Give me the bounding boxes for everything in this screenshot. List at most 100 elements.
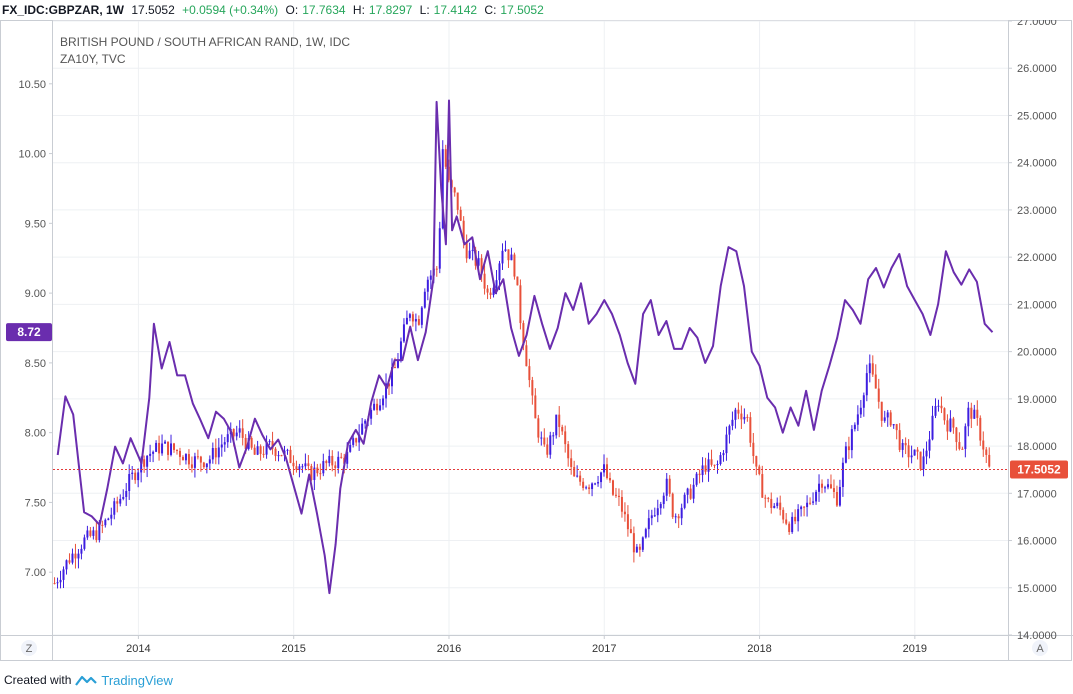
candle-body bbox=[952, 418, 955, 428]
candle-body bbox=[379, 405, 382, 411]
last-price: 17.5052 bbox=[131, 3, 175, 17]
time-tick-label: 2019 bbox=[903, 643, 927, 655]
price-chart[interactable]: 7.00 7.50 8.00 8.50 9.00 9.50 10.00 10.50 14.00… bbox=[0, 16, 1073, 662]
candle-body bbox=[809, 502, 812, 504]
candle-body bbox=[803, 506, 806, 508]
candle-body bbox=[767, 497, 770, 499]
candle-body bbox=[970, 407, 973, 419]
candle-body bbox=[567, 444, 570, 459]
candle-body bbox=[426, 279, 429, 292]
candle-body bbox=[964, 426, 967, 449]
high-value: 17.8297 bbox=[368, 3, 413, 17]
candle-body bbox=[361, 423, 364, 435]
candle-body bbox=[92, 530, 95, 536]
candle-body bbox=[107, 518, 110, 520]
candle-body bbox=[119, 498, 122, 504]
candle-body bbox=[871, 363, 874, 375]
auto-scale-button[interactable]: A bbox=[1032, 640, 1048, 656]
price-change: +0.0594 (+0.34%) bbox=[182, 3, 279, 17]
time-axis[interactable]: 2014 2015 2016 2017 2018 2019 bbox=[126, 635, 927, 655]
candle-body bbox=[591, 483, 594, 490]
candle-body bbox=[322, 461, 325, 474]
candle-body bbox=[561, 426, 564, 432]
right-tick-label: 21.0000 bbox=[1017, 299, 1057, 311]
candle-body bbox=[829, 484, 832, 489]
candle-body bbox=[719, 455, 722, 465]
candle-body bbox=[582, 481, 585, 488]
candle-body bbox=[304, 463, 307, 467]
candle-body bbox=[922, 456, 925, 470]
symbol-title[interactable]: FX_IDC:GBPZAR, 1W bbox=[2, 3, 125, 17]
candle-body bbox=[934, 406, 937, 416]
main-series-legend[interactable]: BRITISH POUND / SOUTH AFRICAN RAND, 1W, … bbox=[60, 35, 350, 49]
candle-body bbox=[826, 484, 829, 488]
close-label: C: bbox=[484, 3, 497, 17]
candle-body bbox=[382, 398, 385, 406]
candle-body bbox=[253, 447, 256, 455]
left-tick-label: 9.50 bbox=[25, 218, 46, 230]
candle-body bbox=[928, 439, 931, 451]
candle-body bbox=[982, 440, 985, 450]
candle-body bbox=[606, 464, 609, 479]
candle-body bbox=[405, 317, 408, 325]
candle-body bbox=[800, 506, 803, 510]
overlay-series-legend[interactable]: ZA10Y, TVC bbox=[60, 52, 126, 66]
candle-body bbox=[653, 515, 656, 517]
auto-scale-button-label[interactable]: A bbox=[1036, 643, 1044, 655]
candle-body bbox=[564, 431, 567, 445]
left-tick-label: 7.50 bbox=[25, 497, 46, 509]
candle-body bbox=[815, 491, 818, 502]
timezone-button[interactable]: Z bbox=[21, 640, 37, 656]
candle-body bbox=[764, 497, 767, 499]
candle-body bbox=[668, 478, 671, 494]
candle-body bbox=[549, 435, 552, 455]
candle-body bbox=[701, 465, 704, 476]
candle-body bbox=[558, 414, 561, 427]
candle-body bbox=[149, 453, 152, 456]
left-tick-label: 8.00 bbox=[25, 428, 46, 440]
time-tick-label: 2014 bbox=[126, 643, 150, 655]
candle-body bbox=[244, 437, 247, 449]
candle-body bbox=[794, 516, 797, 522]
candle-body bbox=[429, 275, 432, 280]
candle-body bbox=[211, 448, 214, 460]
candle-body bbox=[53, 583, 56, 585]
candle-body bbox=[788, 523, 791, 533]
candle-body bbox=[190, 464, 193, 468]
chart-frame: 7.00 7.50 8.00 8.50 9.00 9.50 10.00 10.50 14.00… bbox=[0, 16, 1073, 662]
candle-body bbox=[137, 472, 140, 481]
candle-body bbox=[611, 480, 614, 495]
timezone-button-label[interactable]: Z bbox=[26, 643, 33, 655]
candle-body bbox=[907, 445, 910, 458]
left-value-badge-text: 8.72 bbox=[17, 325, 41, 339]
candle-body bbox=[295, 466, 298, 470]
left-tick-label: 9.00 bbox=[25, 288, 46, 300]
candle-body bbox=[973, 409, 976, 419]
candle-body bbox=[540, 437, 543, 439]
candle-body bbox=[818, 483, 821, 492]
candle-body bbox=[821, 483, 824, 488]
candle-body bbox=[235, 432, 238, 437]
candle-body bbox=[498, 263, 501, 281]
candle-body bbox=[226, 434, 229, 443]
candle-body bbox=[946, 420, 949, 432]
candle-body bbox=[677, 516, 680, 519]
candle-body bbox=[629, 529, 632, 534]
candle-body bbox=[710, 459, 713, 465]
left-axis[interactable]: 7.00 7.50 8.00 8.50 9.00 9.50 10.00 10.50 bbox=[18, 79, 53, 579]
candle-body bbox=[797, 509, 800, 522]
tradingview-brand[interactable]: TradingView bbox=[101, 672, 173, 688]
candle-body bbox=[510, 254, 513, 261]
candle-body bbox=[504, 249, 507, 251]
candle-body bbox=[259, 446, 262, 454]
candle-body bbox=[238, 428, 241, 433]
candle-body bbox=[468, 250, 471, 259]
candle-body bbox=[716, 464, 719, 466]
candle-body bbox=[931, 415, 934, 440]
candle-body bbox=[208, 459, 211, 464]
candle-body bbox=[844, 446, 847, 463]
candle-body bbox=[901, 442, 904, 450]
candle-body bbox=[501, 250, 504, 264]
candle-body bbox=[414, 319, 417, 322]
candle-body bbox=[411, 314, 414, 322]
